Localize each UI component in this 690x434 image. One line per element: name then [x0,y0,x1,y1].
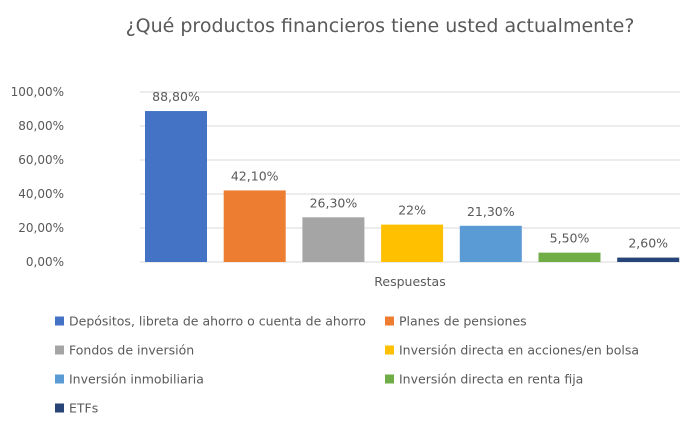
legend-label: Planes de pensiones [399,314,527,329]
y-tick-label: 20,00% [18,221,64,235]
legend-label: Inversión directa en renta fija [399,372,583,387]
bar [538,252,601,262]
data-label: 42,10% [231,168,279,183]
legend-label: Inversión directa en acciones/en bolsa [399,343,639,358]
data-labels: 88,80% 42,10% 26,30% 22% 21,30% 5,50% 2,60% [152,89,668,251]
y-tick-label: 40,00% [18,187,64,201]
legend-swatch [55,316,64,326]
legend-item: Inversión inmobiliaria [55,372,204,387]
data-label: 26,30% [310,195,358,210]
y-tick-label: 100,00% [11,85,64,99]
bar [145,111,207,262]
bar [223,190,286,262]
legend-item: Inversión directa en renta fija [385,372,583,387]
bars [145,111,680,262]
legend-item: Depósitos, libreta de ahorro o cuenta de… [55,314,366,329]
data-label: 21,30% [467,204,515,219]
legend-label: Depósitos, libreta de ahorro o cuenta de… [69,314,366,329]
legend-swatch [385,374,394,384]
legend-label: ETFs [69,401,98,416]
legend-item: Inversión directa en acciones/en bolsa [385,343,639,358]
legend-swatch [55,345,64,355]
category-label: Respuestas [374,274,445,289]
legend-label: Inversión inmobiliaria [69,372,204,387]
bar [617,257,680,262]
chart-title: ¿Qué productos financieros tiene usted a… [126,15,635,37]
bar [302,217,365,262]
legend-swatch [55,374,64,384]
legend-label: Fondos de inversión [69,343,194,358]
legend-item: Planes de pensiones [385,314,527,329]
data-label: 88,80% [152,89,200,104]
y-tick-label: 60,00% [18,153,64,167]
y-tick-label: 0,00% [26,255,64,269]
data-label: 22% [398,203,426,218]
legend-item: ETFs [55,401,98,416]
y-tick-label: 80,00% [18,119,64,133]
bar [459,225,522,262]
legend-swatch [385,316,394,326]
legend-swatch [385,345,394,355]
legend-swatch [55,403,64,413]
data-label: 5,50% [550,231,590,246]
legend-item: Fondos de inversión [55,343,194,358]
bar [381,224,444,262]
x-axis: Respuestas [374,274,445,289]
y-axis: 0,00% 20,00% 40,00% 60,00% 80,00% 100,00% [11,85,64,269]
legend: Depósitos, libreta de ahorro o cuenta de… [55,314,639,416]
data-label: 2,60% [628,236,668,251]
